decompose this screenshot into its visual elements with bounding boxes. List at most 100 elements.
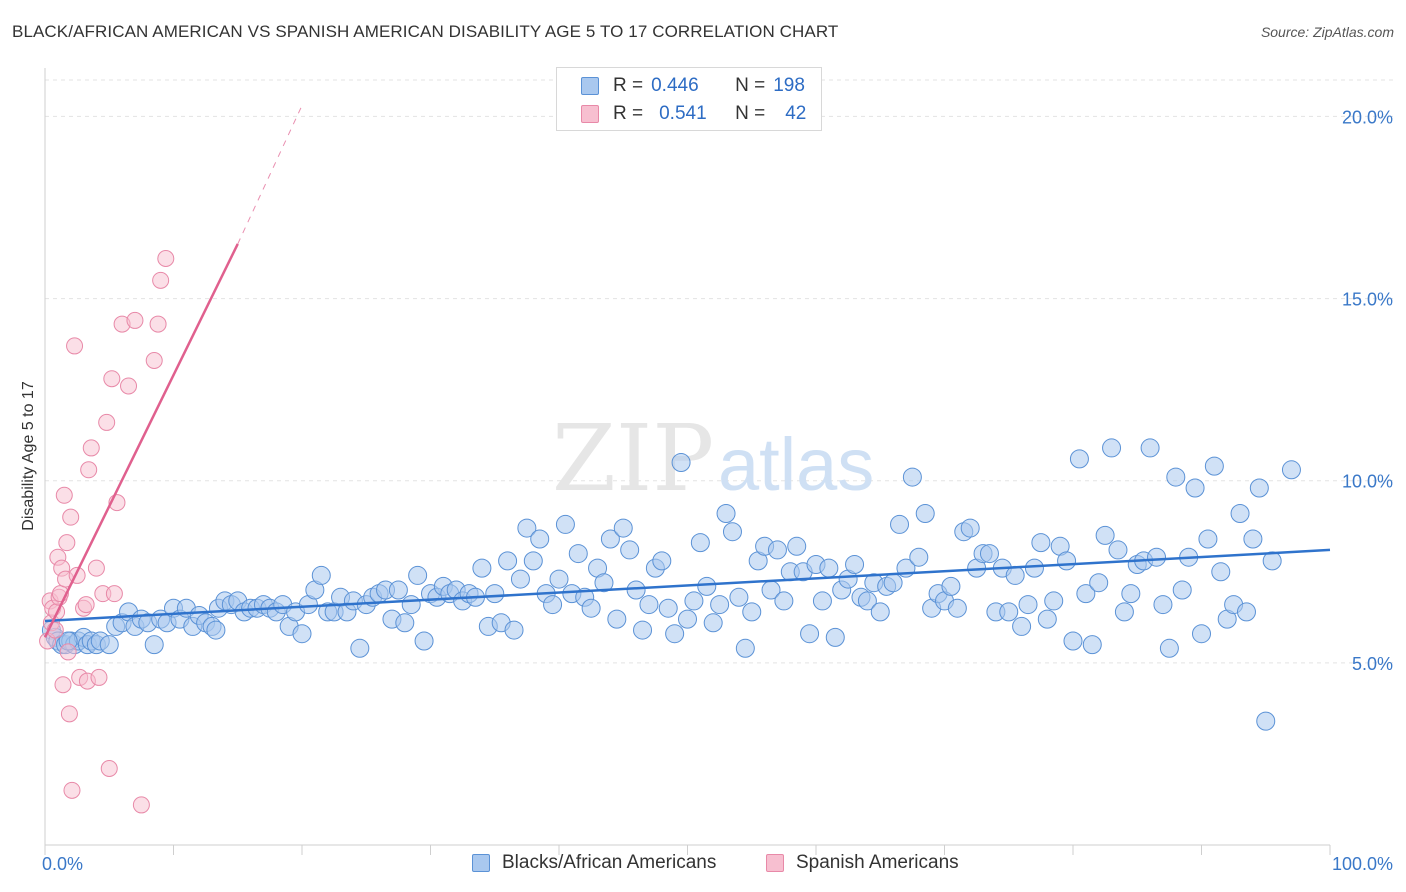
data-point-blacks [568,544,588,564]
data-point-blacks [530,529,550,549]
y-axis-title: Disability Age 5 to 17 [20,381,37,531]
trend-line-spanish [43,243,239,638]
watermark: ZIP atlas [552,405,874,512]
data-point-spanish [59,643,77,661]
data-point-blacks [870,602,890,622]
data-point-blacks [555,514,575,534]
data-point-spanish [60,705,78,723]
data-point-blacks [883,573,903,593]
bottom-legend-spanish: Spanish Americans [766,852,959,874]
data-point-blacks [414,631,434,651]
data-point-blacks [947,598,967,618]
axes [44,68,1331,855]
data-point-blacks [710,595,730,615]
bottom-legend-label: Blacks/African Americans [502,852,717,873]
data-point-spanish [149,315,167,333]
data-point-spanish [126,311,144,329]
data-point-spanish [54,676,72,694]
data-point-blacks [652,551,672,571]
data-point-blacks [1089,573,1109,593]
data-point-blacks [1069,449,1089,469]
data-point-blacks [498,551,518,571]
data-point-blacks [1082,635,1102,655]
trend-lines [43,105,1331,638]
bottom-legend-swatch-blue [472,854,490,872]
legend-n-label: N = [735,75,766,96]
data-point-blacks [742,602,762,622]
data-point-blacks [1076,584,1096,604]
data-point-spanish [105,585,123,603]
data-point-blacks [671,453,691,472]
data-point-blacks [1063,631,1083,651]
series-spanish-points [39,250,175,814]
watermark-zip: ZIP [552,405,714,512]
data-point-blacks [1172,580,1192,600]
data-point-blacks [1024,558,1044,578]
data-point-blacks [472,558,492,578]
data-point-blacks [1114,602,1134,622]
data-point-blacks [729,587,749,607]
data-point-blacks [999,602,1019,622]
legend-r-label: R = [613,75,644,96]
data-point-blacks [690,533,710,553]
data-point-blacks [1204,456,1224,476]
data-point-spanish [82,439,100,457]
data-point-blacks [408,565,428,585]
data-point-spanish [66,337,84,355]
legend-n-label: N = [735,103,766,124]
legend-r-value: 0.541 [659,103,707,124]
data-point-blacks [1153,595,1173,615]
data-point-blacks [1256,711,1276,731]
y-tick-label: 5.0% [1352,654,1393,674]
data-point-spanish [120,377,138,395]
data-point-blacks [1243,529,1263,549]
source-credit: Source: ZipAtlas.com [1260,24,1394,40]
data-point-spanish [55,486,73,504]
data-point-blacks [658,598,678,618]
data-point-spanish [63,781,81,799]
data-point-blacks [979,544,999,564]
data-point-blacks [485,584,505,604]
legend-r-value: 0.446 [651,75,699,96]
trend-line-spanish-extension [237,105,303,245]
data-point-blacks [703,613,723,633]
data-point-blacks [600,529,620,549]
legend-r-label: R = [613,103,644,124]
data-point-blacks [395,613,415,633]
data-point-blacks [1012,616,1032,636]
data-point-spanish [62,508,80,526]
data-point-blacks [845,555,865,574]
data-point-blacks [857,591,877,611]
data-point-blacks [787,536,807,556]
data-point-blacks [1095,525,1115,545]
data-point-blacks [1192,624,1211,644]
data-point-blacks [1037,609,1057,629]
data-point-blacks [1031,533,1051,553]
data-point-blacks [626,580,646,600]
data-point-blacks [915,504,935,523]
data-point-blacks [206,620,226,640]
data-point-blacks [523,551,543,571]
data-point-spanish [152,271,170,289]
data-point-blacks [1211,562,1231,582]
data-point-spanish [87,559,105,577]
data-point-blacks [144,635,164,655]
data-point-blacks [665,624,685,644]
data-point-blacks [716,504,736,523]
data-point-spanish [145,352,163,369]
tick-labels: 5.0% 10.0% 15.0% 20.0% 0.0% 100.0% [42,107,1393,874]
data-point-blacks [504,620,524,640]
data-point-spanish [100,760,118,777]
y-tick-label: 15.0% [1342,290,1393,310]
bottom-legend-blacks: Blacks/African Americans [472,852,716,874]
legend-n-value: 198 [773,75,805,96]
chart-title: BLACK/AFRICAN AMERICAN VS SPANISH AMERIC… [12,22,839,41]
y-tick-label: 10.0% [1342,472,1393,492]
data-point-blacks [1044,591,1064,611]
legend-swatch-pink [581,105,599,123]
correlation-legend: R = 0.446 N = 198 R = 0.541 N = 42 [556,67,822,131]
data-point-blacks [890,514,910,534]
data-point-spanish [90,668,108,686]
data-point-spanish [77,596,95,614]
